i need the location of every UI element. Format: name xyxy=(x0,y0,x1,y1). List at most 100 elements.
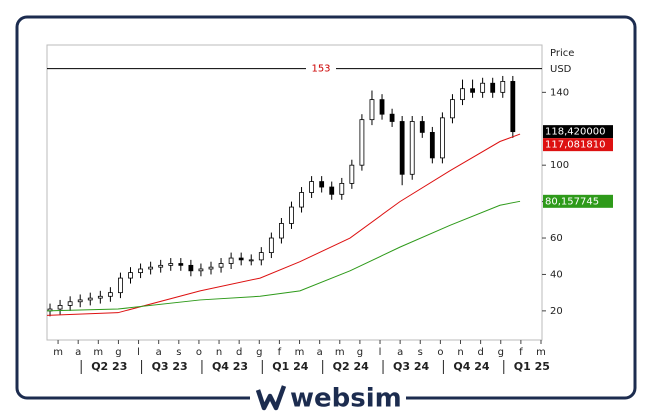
axis-unit: USD xyxy=(550,64,572,75)
candle-body xyxy=(359,119,365,166)
candle-body xyxy=(208,266,214,270)
moving-average xyxy=(46,200,521,312)
candle-body xyxy=(419,121,425,133)
candle-body xyxy=(248,259,254,262)
candle-body xyxy=(198,268,204,272)
y-tick-label: 40 xyxy=(550,269,563,280)
y-tick-label: 20 xyxy=(550,306,563,317)
candle-body xyxy=(218,263,224,268)
y-tick-label: 100 xyxy=(550,160,569,171)
x-tick-label: l xyxy=(379,347,382,358)
quarter-label: Q2 24 xyxy=(333,360,369,373)
x-tick-label: g xyxy=(115,347,121,358)
x-tick-label: l xyxy=(137,347,140,358)
candle-body xyxy=(158,264,164,268)
value-tag-label: 117,081810 xyxy=(545,140,605,151)
x-tick-label: a xyxy=(156,347,162,358)
x-tick-label: m xyxy=(536,347,546,358)
candle-body xyxy=(409,121,415,175)
candle-body xyxy=(279,223,284,239)
candle-body xyxy=(128,272,133,279)
x-tick-label: o xyxy=(437,347,443,358)
x-tick-label: f xyxy=(278,347,282,358)
candle-body xyxy=(349,164,355,184)
x-tick-label: s xyxy=(418,347,423,358)
x-tick-label: a xyxy=(397,347,403,358)
axis-title: Price xyxy=(550,48,574,59)
level-label: 153 xyxy=(311,64,330,75)
value-tag xyxy=(543,194,613,208)
x-tick-label: d xyxy=(477,347,483,358)
candle-body xyxy=(429,132,435,159)
candle-body xyxy=(188,264,194,272)
candle-body xyxy=(148,266,154,270)
quarter-label: Q2 23 xyxy=(91,360,127,373)
candle-body xyxy=(228,257,234,264)
x-tick-label: m xyxy=(295,347,305,358)
x-tick-label: a xyxy=(75,347,81,358)
candle-body xyxy=(178,263,184,266)
candle-body xyxy=(97,295,103,299)
candle-body xyxy=(389,113,395,122)
value-tag xyxy=(543,125,613,139)
candle-body xyxy=(138,268,143,274)
quarter-label: Q3 23 xyxy=(152,360,188,373)
x-tick-label: m xyxy=(53,347,63,358)
x-tick-label: n xyxy=(457,347,463,358)
x-tick-label: a xyxy=(317,347,323,358)
value-tag-label: 80,157745 xyxy=(545,196,599,207)
x-tick-label: n xyxy=(216,347,222,358)
candle-body xyxy=(490,82,496,93)
x-tick-label: d xyxy=(236,347,242,358)
brand: websim xyxy=(290,384,402,414)
candle-body xyxy=(329,186,335,195)
candle-body xyxy=(339,182,345,195)
quarter-label: Q3 24 xyxy=(393,360,429,373)
candle-body xyxy=(107,292,113,297)
x-tick-label: m xyxy=(93,347,103,358)
candle-body xyxy=(77,299,83,303)
candle-body xyxy=(369,99,375,121)
x-tick-label: g xyxy=(357,347,363,358)
candle-body xyxy=(67,301,73,306)
y-tick-label: 140 xyxy=(550,87,569,98)
candle-body xyxy=(500,81,506,93)
candle-body xyxy=(57,305,63,310)
x-tick-label: f xyxy=(519,347,523,358)
candle-body xyxy=(168,263,174,266)
candle-body xyxy=(258,252,264,261)
x-tick-label: m xyxy=(335,347,345,358)
candle-body xyxy=(118,277,123,294)
candle-body xyxy=(268,237,274,253)
candle-body xyxy=(379,99,385,115)
quarter-label: Q4 24 xyxy=(453,360,489,373)
quarter-label: Q4 23 xyxy=(212,360,248,373)
candle-body xyxy=(470,88,475,93)
candle-body xyxy=(299,192,304,208)
candle-body xyxy=(439,117,445,159)
candle-body xyxy=(480,82,486,93)
candle-body xyxy=(289,206,294,224)
candle-body xyxy=(238,257,244,261)
candle-body xyxy=(87,297,93,301)
candle-body xyxy=(450,99,455,119)
candle-body xyxy=(399,121,405,175)
x-tick-label: g xyxy=(256,347,262,358)
quarter-label: Q1 25 xyxy=(514,360,550,373)
quarter-label: Q1 24 xyxy=(272,360,308,373)
moving-average xyxy=(46,133,521,316)
x-tick-label: s xyxy=(176,347,181,358)
level-label-bg xyxy=(306,62,336,75)
candle-body xyxy=(510,81,516,133)
candle-body xyxy=(309,181,315,193)
y-tick-label: 60 xyxy=(550,233,563,244)
value-tag xyxy=(543,138,613,152)
x-tick-label: g xyxy=(498,347,504,358)
candle-body xyxy=(460,88,465,101)
plot-area xyxy=(46,44,543,341)
logo-icon xyxy=(255,385,287,411)
x-tick-label: o xyxy=(196,347,202,358)
value-tag-label: 118,420000 xyxy=(545,127,605,138)
candle-body xyxy=(319,181,325,188)
